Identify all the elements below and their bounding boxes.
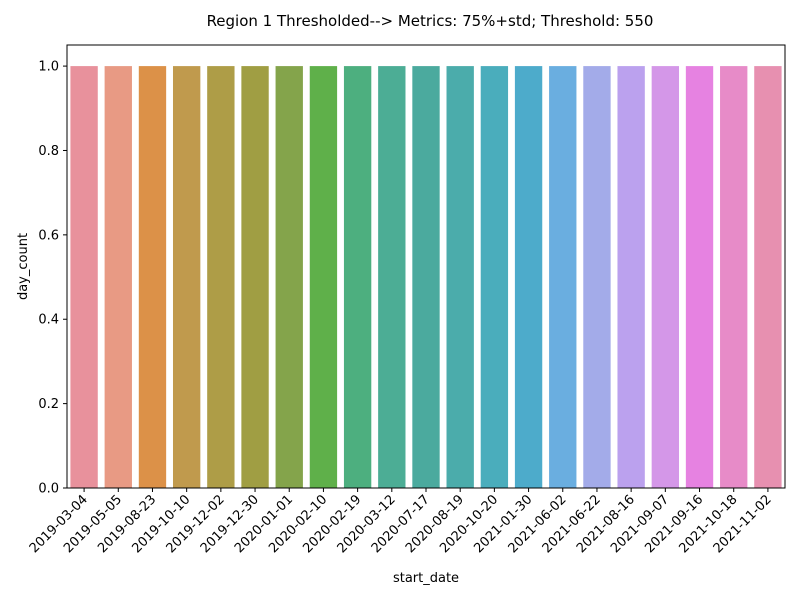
bar-2021-08-16 bbox=[617, 66, 645, 488]
bar-2020-01-01 bbox=[275, 66, 303, 488]
bar-2019-10-10 bbox=[172, 66, 201, 488]
y-tick-label: 0.6 bbox=[38, 228, 59, 243]
bar-2020-08-19 bbox=[446, 66, 474, 488]
bar-2020-03-12 bbox=[378, 66, 406, 488]
y-axis: 0.0 0.2 0.4 0.6 0.8 1.0 bbox=[38, 60, 67, 497]
chart-title: Region 1 Thresholded--> Metrics: 75%+std… bbox=[207, 12, 654, 30]
bar-2021-09-07 bbox=[651, 66, 680, 488]
bar-2019-03-04 bbox=[70, 66, 98, 488]
bar-2021-09-16 bbox=[685, 66, 714, 488]
bar-2020-07-17 bbox=[412, 66, 440, 488]
bar-2019-08-23 bbox=[138, 66, 167, 488]
bar-2021-06-02 bbox=[549, 66, 577, 488]
bar-2021-06-22 bbox=[583, 66, 611, 488]
bar-2019-12-30 bbox=[241, 66, 269, 488]
y-tick-label: 0.8 bbox=[38, 144, 59, 159]
bar-2020-02-10 bbox=[309, 66, 338, 488]
plot-frame bbox=[66, 44, 786, 489]
x-axis: 2019-03-042019-05-052019-08-232019-10-10… bbox=[27, 488, 775, 556]
bar-2021-10-18 bbox=[720, 66, 748, 488]
y-tick-label: 0.4 bbox=[38, 313, 59, 328]
bar-2020-02-19 bbox=[343, 66, 372, 488]
bar-2019-05-05 bbox=[104, 66, 132, 488]
x-axis-label: start_date bbox=[393, 571, 459, 586]
bar-2019-12-02 bbox=[207, 66, 235, 488]
y-tick-label: 1.0 bbox=[38, 60, 59, 75]
y-axis-label: day_count bbox=[16, 233, 31, 300]
y-tick-label: 0.0 bbox=[38, 482, 59, 497]
y-tick-label: 0.2 bbox=[38, 397, 59, 412]
bar-2021-01-30 bbox=[514, 66, 543, 488]
bar-2021-11-02 bbox=[754, 66, 782, 488]
bar-2020-10-20 bbox=[480, 66, 509, 488]
bars-group bbox=[70, 66, 782, 488]
